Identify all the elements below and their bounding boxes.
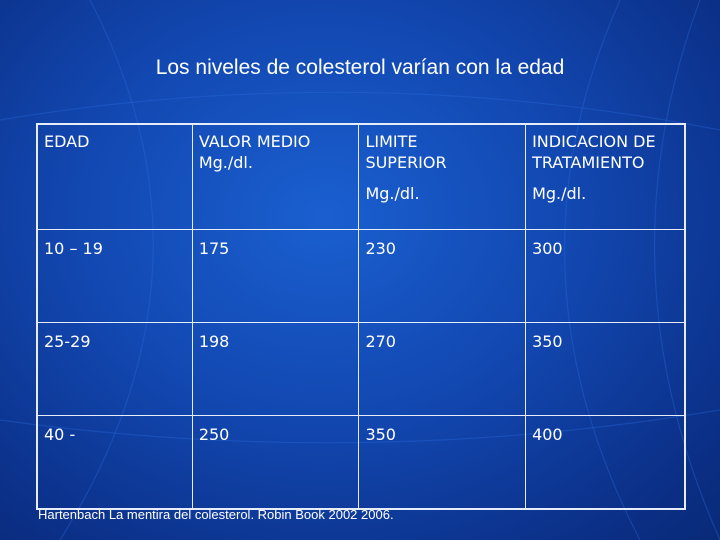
table-row: 25-29 198 270 350 xyxy=(36,322,686,416)
table-row: 10 – 19 175 230 300 xyxy=(36,229,686,323)
header-cell-indicacion: INDICACION DE TRATAMIENTO Mg./dl. xyxy=(525,123,686,230)
table-cell-edad: 40 - xyxy=(36,415,193,510)
table-cell-edad: 25-29 xyxy=(36,322,193,416)
table-cell-edad: 10 – 19 xyxy=(36,229,193,323)
table-cell-limite-superior: 350 xyxy=(358,415,527,510)
header-limite-line2: SUPERIOR xyxy=(365,153,447,172)
slide-title: Los niveles de colesterol varían con la … xyxy=(155,56,565,79)
header-edad-line1: EDAD xyxy=(44,132,90,151)
table-cell-indicacion: 400 xyxy=(525,415,686,510)
header-cell-valor-medio: VALOR MEDIO Mg./dl. xyxy=(191,123,360,230)
table-cell-indicacion: 300 xyxy=(525,229,686,323)
table-cell-limite-superior: 230 xyxy=(358,229,527,323)
table-cell-limite-superior: 270 xyxy=(358,322,527,416)
header-valor-line1: VALOR MEDIO xyxy=(198,132,311,151)
table-cell-indicacion: 350 xyxy=(525,322,686,416)
header-cell-edad: EDAD xyxy=(36,123,193,230)
header-limite-line3: Mg./dl. xyxy=(365,184,420,203)
table-row: 40 - 250 350 400 xyxy=(36,415,686,510)
header-valor-line2: Mg./dl. xyxy=(198,153,253,172)
header-indicacion-line3: Mg./dl. xyxy=(532,184,587,203)
header-limite-line1: LIMITE xyxy=(365,132,418,151)
source-citation: Hartenbach La mentira del colesterol. Ro… xyxy=(38,507,394,522)
table-cell-valor-medio: 198 xyxy=(191,322,360,416)
table-cell-valor-medio: 175 xyxy=(191,229,360,323)
header-indicacion-line2: TRATAMIENTO xyxy=(532,153,645,172)
cholesterol-table: EDAD VALOR MEDIO Mg./dl. LIMITE SUPERIOR… xyxy=(36,123,686,510)
header-indicacion-line1: INDICACION DE xyxy=(532,132,656,151)
table-header-row: EDAD VALOR MEDIO Mg./dl. LIMITE SUPERIOR… xyxy=(36,123,686,230)
table-cell-valor-medio: 250 xyxy=(191,415,360,510)
header-cell-limite-superior: LIMITE SUPERIOR Mg./dl. xyxy=(358,123,527,230)
